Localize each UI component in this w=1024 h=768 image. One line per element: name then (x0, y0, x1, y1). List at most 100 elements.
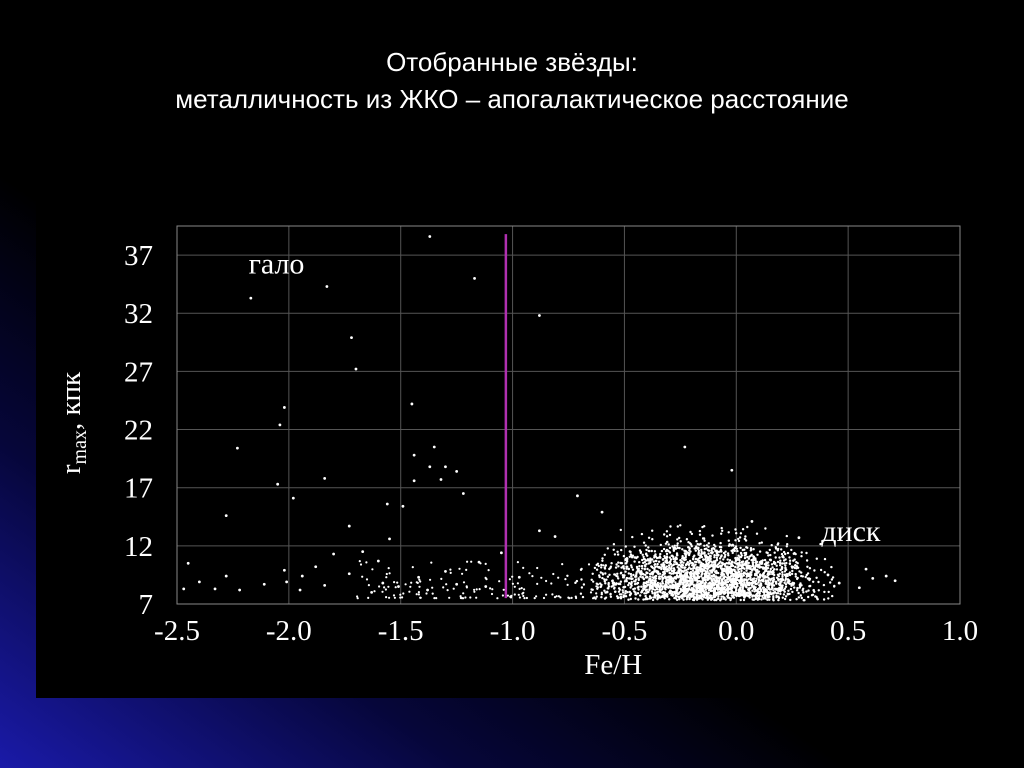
disk-point (656, 588, 659, 591)
data-point (350, 336, 353, 340)
disk-point (609, 565, 613, 568)
disk-point (690, 561, 693, 564)
sparse-point (535, 595, 538, 598)
disk-point (668, 598, 671, 601)
disk-point (754, 572, 757, 576)
disk-point (682, 583, 685, 586)
disk-point (768, 578, 771, 581)
disk-point (627, 577, 631, 580)
disk-point (704, 588, 707, 591)
disk-point (805, 590, 808, 593)
disk-point (734, 571, 737, 574)
disk-point (692, 558, 695, 561)
disk-point (631, 535, 634, 539)
data-point (323, 583, 327, 587)
disk-point (596, 583, 600, 586)
data-point (517, 575, 521, 579)
disk-point (776, 549, 779, 552)
data-point (354, 367, 358, 371)
disk-point (720, 583, 724, 586)
sparse-point (365, 561, 368, 564)
disk-point (740, 569, 743, 573)
disk-point (637, 567, 640, 571)
disk-point (640, 573, 643, 576)
disk-point (688, 593, 691, 596)
disk-point (786, 593, 790, 596)
sparse-point (446, 589, 449, 592)
disk-point (731, 564, 735, 568)
disk-point (687, 546, 690, 549)
disk-point (759, 574, 762, 577)
disk-point (636, 570, 639, 573)
sparse-point (564, 578, 567, 581)
sparse-point (528, 572, 531, 575)
disk-point (668, 556, 671, 559)
y-tick-label: 12 (124, 531, 153, 563)
disk-point (726, 580, 730, 584)
disk-point (695, 567, 698, 571)
sparse-point (470, 560, 473, 563)
disk-point (785, 545, 788, 548)
disk-point (617, 565, 620, 568)
disk-point (715, 583, 718, 586)
disk-point (713, 586, 716, 590)
disk-point (690, 588, 694, 591)
disk-point (730, 589, 733, 592)
disk-point (688, 585, 691, 588)
disk-point (629, 597, 632, 601)
disk-point (705, 544, 709, 547)
disk-point (713, 598, 716, 602)
data-point (553, 535, 557, 538)
sparse-point (411, 566, 414, 569)
sparse-point (385, 572, 388, 576)
data-point (236, 446, 239, 450)
disk-point (679, 540, 682, 543)
disk-point (718, 557, 722, 560)
disk-point (775, 594, 778, 598)
disk-point (813, 569, 816, 572)
disk-point (666, 568, 669, 571)
disk-point (659, 552, 662, 556)
disk-point (665, 585, 668, 589)
disk-point (742, 563, 745, 566)
disk-point (650, 590, 654, 593)
disk-point (710, 549, 713, 552)
sparse-point (417, 593, 420, 596)
disk-point (709, 589, 713, 592)
data-point (381, 581, 385, 585)
disk-point (643, 592, 646, 595)
sparse-point (498, 580, 501, 583)
disk-point (640, 532, 644, 536)
disk-point (658, 575, 661, 578)
disk-point (619, 572, 623, 575)
disk-point (734, 565, 737, 569)
disk-point (794, 564, 797, 567)
disk-point (728, 566, 731, 569)
disk-point (600, 566, 603, 569)
disk-point (669, 558, 673, 561)
disk-point (700, 595, 703, 598)
disk-point (696, 581, 699, 584)
disk-point (751, 585, 754, 588)
disk-point (768, 572, 771, 576)
disk-point (663, 570, 666, 573)
sparse-point (396, 581, 399, 584)
disk-point (651, 538, 654, 541)
disk-point (788, 573, 792, 577)
disk-point (629, 572, 633, 576)
disk-point (772, 562, 776, 565)
disk-point (762, 572, 765, 575)
disk-point (626, 565, 629, 568)
disk-point (621, 574, 625, 577)
disk-point (795, 589, 799, 592)
disk-point (644, 594, 647, 598)
disk-point (690, 592, 693, 595)
disk-point (831, 594, 834, 598)
disk-point (664, 575, 667, 578)
disk-point (767, 561, 770, 564)
disk-point (679, 590, 682, 594)
disk-point (711, 534, 714, 537)
disk-point (650, 549, 653, 553)
disk-point (799, 594, 802, 597)
disk-point (763, 595, 767, 598)
